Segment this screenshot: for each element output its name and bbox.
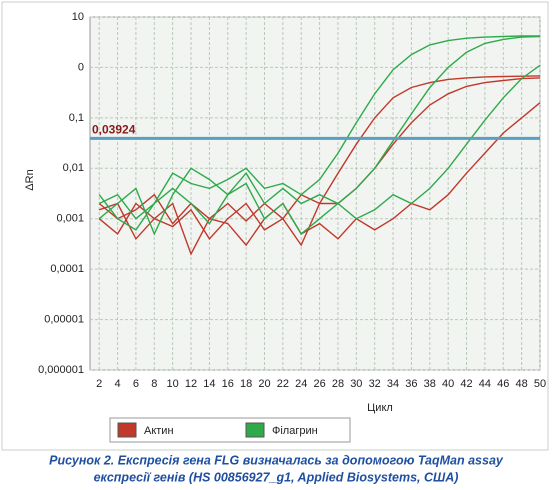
curve: [98, 35, 541, 236]
x-tick-label: 30: [350, 378, 362, 390]
curve: [98, 64, 541, 235]
x-tick-label: 16: [222, 378, 234, 390]
legend-swatch: [117, 422, 137, 438]
y-tick-label: 0: [78, 61, 84, 73]
x-tick-label: 44: [479, 378, 491, 390]
x-tick-label: 2: [96, 378, 102, 390]
legend: [109, 417, 351, 443]
threshold-label: 0,03924: [92, 123, 136, 137]
y-tick-label: 0,000001: [38, 364, 84, 376]
x-tick-label: 28: [332, 378, 344, 390]
caption: експресії генів (HS 00856927_g1, Applied…: [94, 470, 459, 484]
y-tick-label: 0,1: [69, 112, 84, 124]
y-tick-label: 0,001: [56, 213, 84, 225]
x-tick-label: 46: [497, 378, 509, 390]
x-tick-label: 34: [387, 378, 399, 390]
y-axis-label: ΔRn: [24, 169, 36, 190]
y-tick-label: 10: [72, 11, 84, 23]
x-tick-label: 26: [313, 378, 325, 390]
x-tick-label: 24: [295, 378, 307, 390]
y-tick-label: 0,01: [63, 162, 84, 174]
curve: [98, 35, 540, 220]
legend-swatch: [245, 422, 265, 438]
x-tick-label: 20: [258, 378, 270, 390]
y-tick-label: 0,00001: [44, 313, 84, 325]
x-tick-label: 22: [277, 378, 289, 390]
plot-area: [89, 16, 541, 371]
legend-label: Актин: [144, 425, 174, 437]
x-tick-label: 12: [185, 378, 197, 390]
x-tick-label: 50: [534, 378, 546, 390]
x-tick-label: 32: [369, 378, 381, 390]
legend-label: Філагрин: [272, 425, 318, 437]
x-tick-label: 8: [151, 378, 157, 390]
curve: [98, 102, 541, 256]
x-tick-label: 18: [240, 378, 252, 390]
x-axis-label: Цикл: [367, 402, 393, 414]
y-tick-label: 0,0001: [50, 263, 84, 275]
x-tick-label: 14: [203, 378, 215, 390]
x-tick-label: 36: [405, 378, 417, 390]
caption: Рисунок 2. Експресія гена FLG визначалас…: [49, 453, 504, 467]
curve: [98, 77, 541, 247]
x-tick-label: 10: [167, 378, 179, 390]
x-tick-label: 48: [516, 378, 528, 390]
x-tick-label: 42: [460, 378, 472, 390]
x-tick-label: 38: [424, 378, 436, 390]
x-tick-label: 4: [114, 378, 120, 390]
x-tick-label: 40: [442, 378, 454, 390]
x-tick-label: 6: [133, 378, 139, 390]
